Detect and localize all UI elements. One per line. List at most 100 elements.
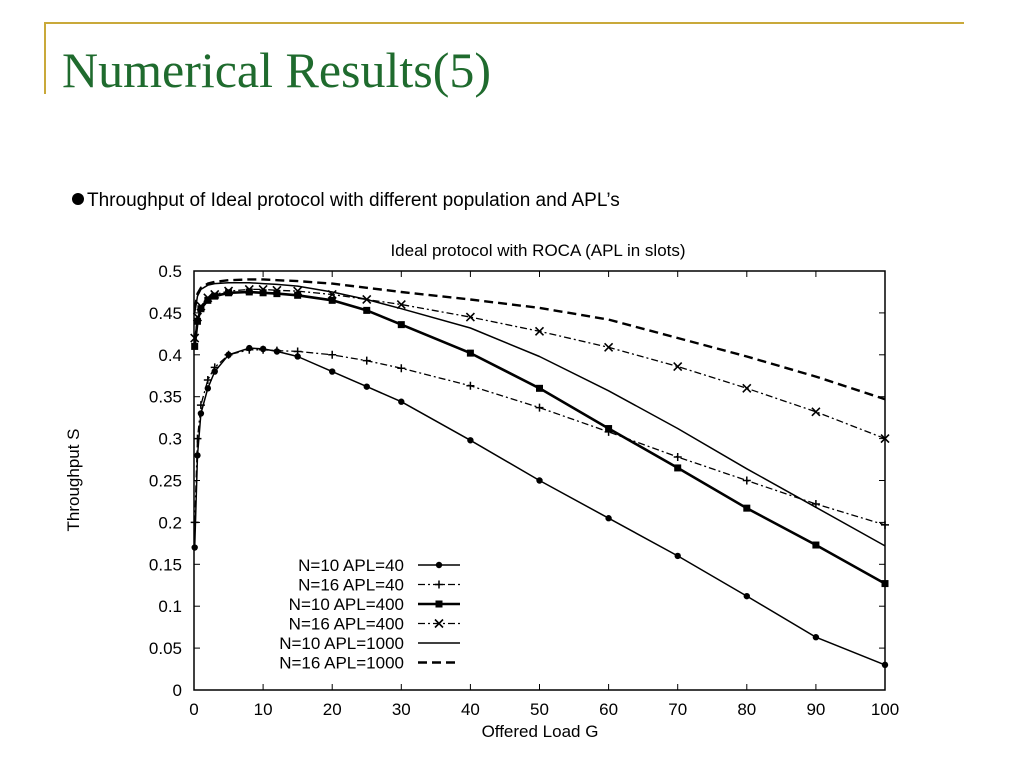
cross-marker [196,301,206,311]
title-accent-rule [44,22,964,24]
dot-marker [191,544,198,551]
square-marker [191,342,199,350]
x-tick-label: 70 [668,700,687,719]
legend-item: N=16 APL=40 [298,576,460,595]
plus-marker [328,350,337,359]
legend-item: N=10 APL=40 [298,556,460,575]
y-tick-label: 0 [173,681,182,700]
series-6 [193,278,886,401]
square-marker [245,288,253,296]
plus-marker [196,401,205,410]
series-line [193,278,886,401]
dot-marker [743,592,750,600]
cross-marker [293,286,303,296]
cross-marker [673,361,683,372]
series-line [193,281,886,547]
plus-marker [435,580,443,589]
x-tick-label: 0 [189,700,198,719]
x-tick-label: 80 [737,700,756,719]
square-marker [812,541,820,549]
square-marker [273,290,281,298]
dot-marker [194,452,201,459]
square-marker [211,292,219,300]
legend-item: N=10 APL=400 [289,595,460,614]
chart-title: Ideal protocol with ROCA (APL in slots) [390,241,685,260]
legend-item: N=16 APL=400 [289,615,460,634]
series-line [194,288,886,440]
series-layer [190,278,890,669]
cross-marker [880,434,890,444]
legend-item: N=16 APL=1000 [279,654,460,673]
plus-marker [259,345,268,354]
plus-marker [245,345,254,354]
plus-marker [293,347,302,356]
y-tick-label: 0.5 [158,262,182,281]
dot-marker [363,383,370,390]
series-2 [190,345,889,529]
cross-marker [223,286,234,296]
plus-marker [397,364,406,373]
x-tick-label: 10 [254,700,273,719]
square-marker [259,289,267,297]
square-marker [536,384,543,392]
y-tick-label: 0.3 [158,430,182,449]
cross-marker [272,285,282,295]
cross-marker [244,284,254,295]
cross-marker [396,299,406,310]
cross-marker [192,312,203,322]
square-marker [435,600,443,608]
cross-marker [203,293,213,303]
x-tick-label: 40 [461,700,480,719]
square-marker [225,289,233,297]
dot-marker [467,437,474,444]
cross-marker [742,383,752,393]
dot-marker [812,634,820,641]
axis-ticks: 0 10 20 30 40 50 60 70 80 90 100 0 0.05 0.1 0.15 0.2 0.2… [149,262,899,719]
square-marker [294,291,302,299]
series-5 [193,281,886,547]
series-1 [191,344,889,669]
x-tick-label: 60 [599,700,618,719]
legend-label: N=16 APL=40 [298,576,404,595]
plus-marker [190,518,199,527]
series-4 [190,284,890,444]
square-marker [397,321,405,329]
dot-marker [881,661,889,669]
y-tick-label: 0.4 [158,346,182,365]
y-tick-label: 0.15 [149,555,182,574]
dot-marker [435,561,443,569]
cross-marker [465,312,475,322]
square-marker [605,425,613,433]
plus-marker [535,403,544,412]
cross-marker [210,289,220,300]
legend-label: N=10 APL=400 [289,595,404,614]
square-marker [674,464,682,472]
square-marker [204,296,212,304]
plus-marker [272,346,281,355]
x-tick-label: 30 [392,700,411,719]
square-marker [197,305,205,313]
y-tick-label: 0.35 [149,388,182,407]
legend-item: N=10 APL=1000 [279,634,460,653]
x-tick-label: 20 [323,700,342,719]
plus-marker [673,453,682,462]
cross-marker [534,326,545,336]
series-line [194,349,886,526]
title-accent-bar [44,22,46,94]
legend-label: N=16 APL=400 [289,615,404,634]
y-tick-label: 0.45 [149,304,182,323]
bullet-text: Throughput of Ideal protocol with differ… [87,190,620,211]
y-tick-label: 0.2 [158,513,182,532]
x-axis-label: Offered Load G [482,722,599,741]
square-marker [881,580,889,588]
dot-marker [329,368,336,375]
plus-marker [224,350,233,359]
cross-marker [811,407,821,417]
plus-marker [742,476,751,485]
square-marker [328,296,336,304]
plus-marker [362,356,371,365]
bullet-point: Throughput of Ideal protocol with differ… [72,190,620,212]
cross-marker [434,618,444,629]
legend-label: N=10 APL=1000 [279,634,404,653]
plus-marker [881,520,889,529]
